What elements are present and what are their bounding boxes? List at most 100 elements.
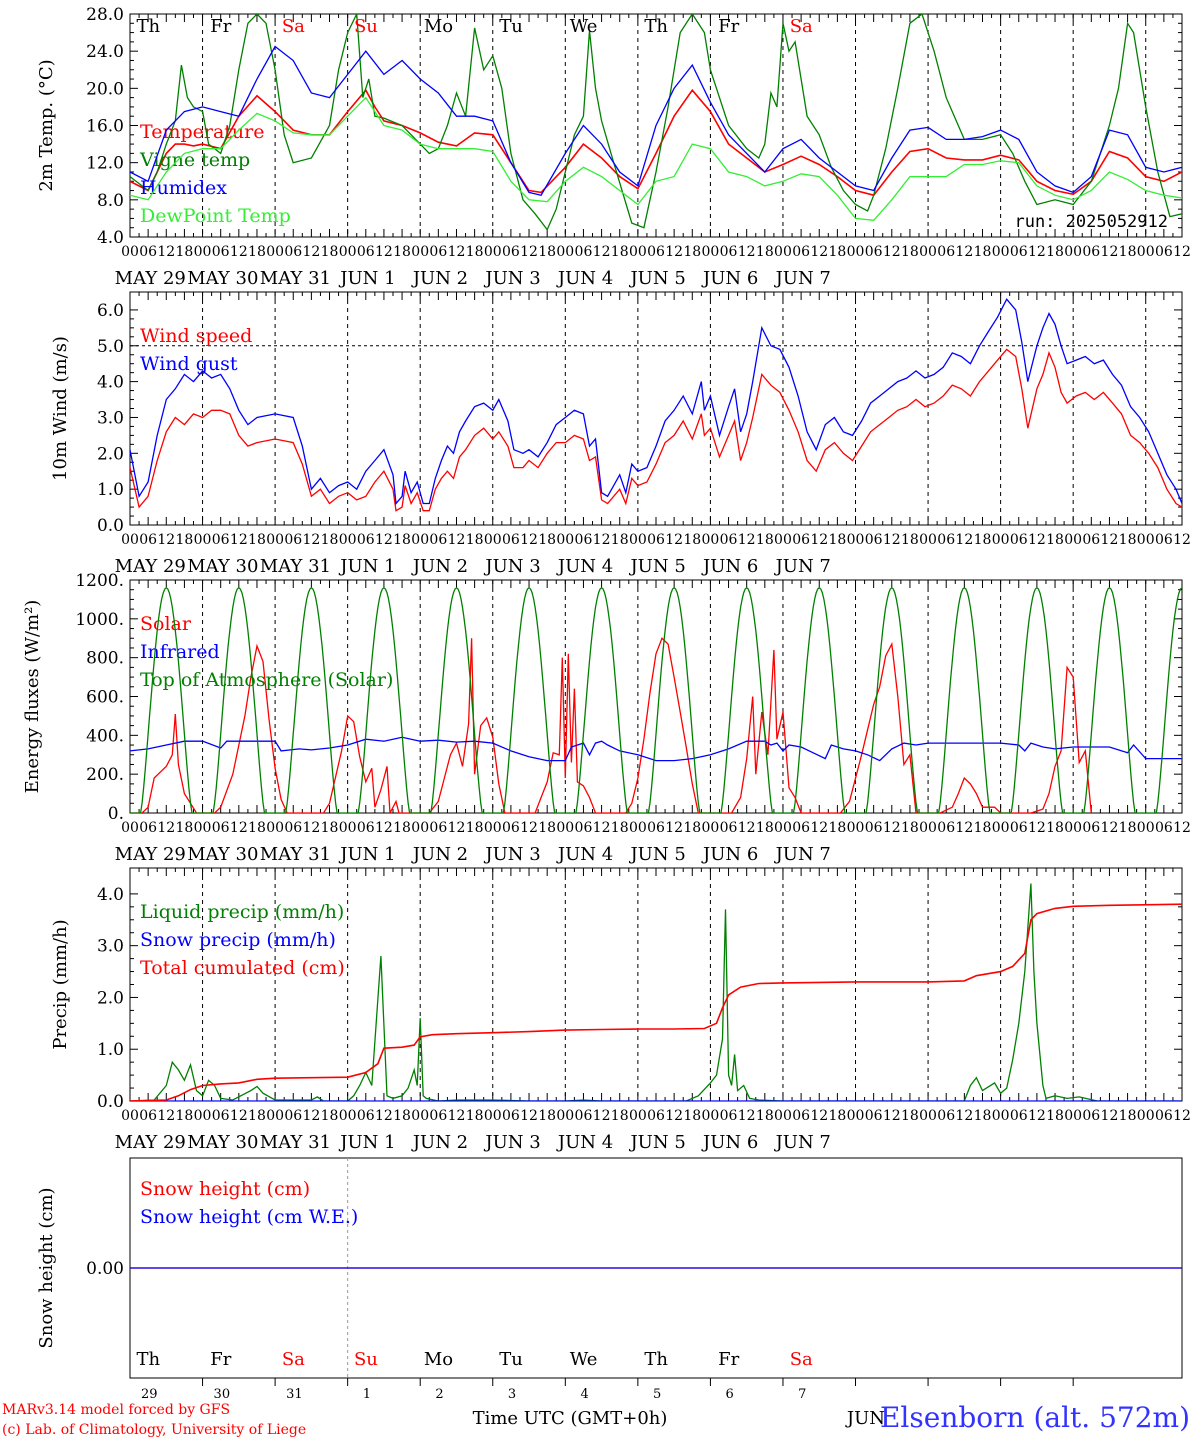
wind-panel: 00 06 12 18 00 06 12 18 00 06 12 18 00 06 12 18 00 06 12 18… <box>50 291 1191 577</box>
precip-hour-label: 12 <box>520 1108 538 1124</box>
temp-hour-label: 12 <box>230 244 248 260</box>
energy-hour-label: 12 <box>738 820 756 836</box>
energy-hour-label: 12 <box>230 820 248 836</box>
energy-hour-label: 06 <box>502 820 520 836</box>
energy-hour-label: 00 <box>701 820 719 836</box>
temp-legend-vigne-temp: Vigne temp <box>139 149 250 171</box>
precip-hour-label: 18 <box>393 1108 411 1124</box>
precip-hour-label: 00 <box>339 1108 357 1124</box>
energy-hour-label: 00 <box>847 820 865 836</box>
energy-hour-label: 12 <box>1173 820 1191 836</box>
precip-hour-label: 00 <box>1064 1108 1082 1124</box>
energy-hour-label: 18 <box>901 820 919 836</box>
energy-frame <box>129 579 1183 814</box>
wind-date-label: JUN 6 <box>701 556 758 577</box>
precip-hour-label: 12 <box>883 1108 901 1124</box>
energy-hour-label: 18 <box>175 820 193 836</box>
precip-hour-label: 00 <box>484 1108 502 1124</box>
precip-date-label: MAY 31 <box>260 1132 331 1153</box>
wind-hour-label: 12 <box>1173 532 1191 548</box>
wind-hour-label: 12 <box>593 532 611 548</box>
temp-hour-label: 00 <box>1064 244 1082 260</box>
energy-hour-label: 18 <box>248 820 266 836</box>
temp-hour-label: 12 <box>810 244 828 260</box>
temp-hour-label: 18 <box>175 244 193 260</box>
station-label: Elsenborn (alt. 572m) <box>880 1401 1190 1434</box>
precip-hour-label: 18 <box>321 1108 339 1124</box>
wind-hour-label: 12 <box>665 532 683 548</box>
precip-hour-label: 06 <box>865 1108 883 1124</box>
temp-hour-label: 06 <box>212 244 230 260</box>
energy-date-label: JUN 5 <box>628 844 685 865</box>
precip-hour-label: 18 <box>1046 1108 1064 1124</box>
precip-legend-liquid-precip-mm-h: Liquid precip (mm/h) <box>140 901 344 923</box>
wind-y-tick-label: 6.0 <box>97 301 124 321</box>
snow-day-name: Th <box>136 1349 160 1370</box>
temp-hour-label: 00 <box>629 244 647 260</box>
energy-hour-label: 00 <box>194 820 212 836</box>
wind-hour-label: 06 <box>720 532 738 548</box>
temp-hour-label: 00 <box>774 244 792 260</box>
temp-hour-label: 06 <box>937 244 955 260</box>
precip-date-label: JUN 4 <box>556 1132 613 1153</box>
precip-hour-label: 18 <box>538 1108 556 1124</box>
precip-hour-label: 06 <box>1155 1108 1173 1124</box>
snow-day-name: Su <box>354 1349 378 1370</box>
precip-hour-label: 12 <box>593 1108 611 1124</box>
wind-hour-label: 12 <box>230 532 248 548</box>
wind-hour-label: 06 <box>284 532 302 548</box>
wind-hour-label: 12 <box>1028 532 1046 548</box>
temp-hour-label: 18 <box>1119 244 1137 260</box>
energy-hour-label: 06 <box>357 820 375 836</box>
wind-y-tick-label: 1.0 <box>97 480 124 500</box>
energy-legend-top-of-atmosphere-solar: Top of Atmosphere (Solar) <box>140 669 393 691</box>
precip-y-axis-label: Precip (mm/h) <box>50 919 71 1049</box>
precip-hour-label: 00 <box>992 1108 1010 1124</box>
precip-date-label: JUN 1 <box>338 1132 395 1153</box>
precip-hour-label: 06 <box>357 1108 375 1124</box>
precip-hour-label: 18 <box>683 1108 701 1124</box>
precip-axes: 00 06 12 18 00 06 12 18 00 06 12 18 00 06 12 18 00 06 12 18… <box>50 867 1191 1153</box>
footer-model: MARv3.14 model forced by GFS <box>2 1402 230 1418</box>
temp-hour-label: 12 <box>1173 244 1191 260</box>
temp-date-label: JUN 7 <box>774 268 831 289</box>
temp-day-name: Th <box>644 16 668 37</box>
temp-hour-label: 18 <box>538 244 556 260</box>
wind-date-label: MAY 30 <box>187 556 258 577</box>
temp-hour-label: 12 <box>302 244 320 260</box>
precip-hour-label: 06 <box>502 1108 520 1124</box>
wind-hour-label: 06 <box>792 532 810 548</box>
temp-day-name: Fr <box>210 16 231 37</box>
energy-hour-label: 00 <box>992 820 1010 836</box>
temp-hour-label: 12 <box>375 244 393 260</box>
wind-hour-label: 06 <box>865 532 883 548</box>
precip-hour-label: 12 <box>955 1108 973 1124</box>
precip-hour-label: 06 <box>647 1108 665 1124</box>
wind-y-tick-label: 4.0 <box>97 373 124 393</box>
wind-hour-label: 18 <box>611 532 629 548</box>
precip-hour-label: 00 <box>121 1108 139 1124</box>
temp-date-label: JUN 6 <box>701 268 758 289</box>
wind-hour-label: 06 <box>575 532 593 548</box>
wind-hour-label: 06 <box>1155 532 1173 548</box>
temp-y-tick-label: 8.0 <box>97 191 124 211</box>
wind-y-axis-label: 10m Wind (m/s) <box>50 336 71 481</box>
energy-hour-label: 12 <box>1101 820 1119 836</box>
temp-day-name: Fr <box>718 16 739 37</box>
wind-hour-label: 06 <box>139 532 157 548</box>
energy-hour-label: 12 <box>520 820 538 836</box>
temp-hour-label: 12 <box>157 244 175 260</box>
snow-y-axis-label: Snow height (cm) <box>36 1187 57 1348</box>
energy-y-tick-label: 0. <box>108 804 124 824</box>
snow-legend-snow-height-cm-w-e: Snow height (cm W.E.) <box>140 1206 358 1228</box>
energy-y-tick-label: 1000. <box>75 610 124 630</box>
temp-hour-label: 12 <box>955 244 973 260</box>
wind-hour-label: 00 <box>701 532 719 548</box>
wind-date-label: JUN 4 <box>556 556 613 577</box>
temp-series-vigne-temp <box>130 14 1182 231</box>
precip-hour-label: 00 <box>847 1108 865 1124</box>
snow-day-name: Fr <box>210 1349 231 1370</box>
precip-legend-total-cumulated-cm: Total cumulated (cm) <box>140 957 345 979</box>
wind-hour-label: 12 <box>738 532 756 548</box>
temp-hour-label: 06 <box>1082 244 1100 260</box>
